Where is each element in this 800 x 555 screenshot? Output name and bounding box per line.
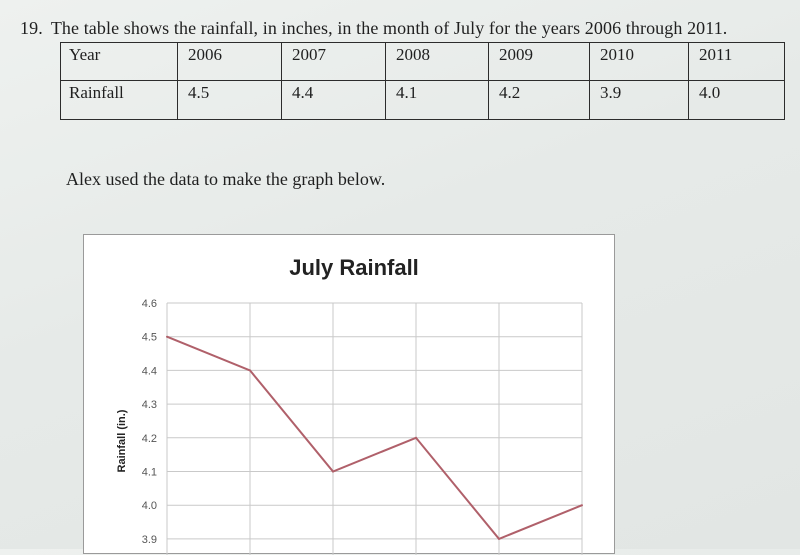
y-tick-label: 4.0 (142, 500, 157, 512)
y-tick-label: 4.3 (142, 399, 157, 411)
data-point-2009 (415, 436, 417, 439)
rainfall-line-chart: July Rainfall Rainfall (in.) 3.9 4.0 4.1 4.… (116, 255, 583, 555)
year-cell: 2007 (281, 42, 386, 81)
data-point-2007 (249, 369, 251, 372)
question-prompt: The table shows the rainfall, in inches,… (50, 18, 728, 38)
rainfall-table: Year 2006 2007 2008 2009 2010 2011 Rainf… (60, 42, 785, 120)
rainfall-cell: 4.4 (281, 80, 386, 120)
y-tick-label: 4.6 (142, 298, 157, 310)
y-tick-label: 4.1 (142, 467, 157, 479)
year-cell: 2008 (385, 42, 489, 81)
rainfall-cell: 4.2 (488, 80, 590, 120)
row-header-rainfall: Rainfall (60, 80, 178, 120)
y-tick-label: 4.5 (142, 332, 157, 344)
rainfall-cell: 4.5 (177, 80, 282, 120)
question-text: 19. The table shows the rainfall, in inch… (20, 18, 727, 39)
table-row-year: Year 2006 2007 2008 2009 2010 2011 (60, 42, 785, 81)
rainfall-cell: 4.1 (385, 80, 489, 120)
year-cell: 2010 (589, 42, 689, 81)
rainfall-cell: 4.0 (688, 80, 785, 120)
series-rainfall (166, 335, 583, 541)
table-row-rainfall: Rainfall 4.5 4.4 4.1 4.2 3.9 4.0 (60, 80, 785, 120)
y-tick-label: 4.2 (142, 433, 157, 445)
rainfall-cell: 3.9 (589, 80, 689, 120)
y-tick-label: 4.4 (142, 365, 157, 377)
y-tick-label: 3.9 (142, 534, 157, 546)
year-cell: 2011 (688, 42, 785, 81)
data-point-2011 (581, 504, 583, 507)
data-point-2008 (332, 470, 334, 473)
series-line (166, 335, 583, 541)
data-point-2006 (166, 335, 168, 338)
intro-text: Alex used the data to make the graph bel… (66, 169, 386, 189)
question-number: 19. (20, 18, 43, 38)
data-point-2010 (498, 537, 500, 540)
chart-title: July Rainfall (289, 255, 419, 280)
row-header-year: Year (60, 42, 178, 81)
year-cell: 2009 (488, 42, 590, 81)
y-axis-label: Rainfall (in.) (116, 409, 128, 472)
chart-frame: July Rainfall Rainfall (in.) 3.9 4.0 4.1 4.… (83, 234, 615, 555)
grid (166, 302, 583, 555)
year-cell: 2006 (177, 42, 282, 81)
y-tick-labels: 3.9 4.0 4.1 4.2 4.3 4.4 4.5 4.6 (142, 298, 157, 546)
